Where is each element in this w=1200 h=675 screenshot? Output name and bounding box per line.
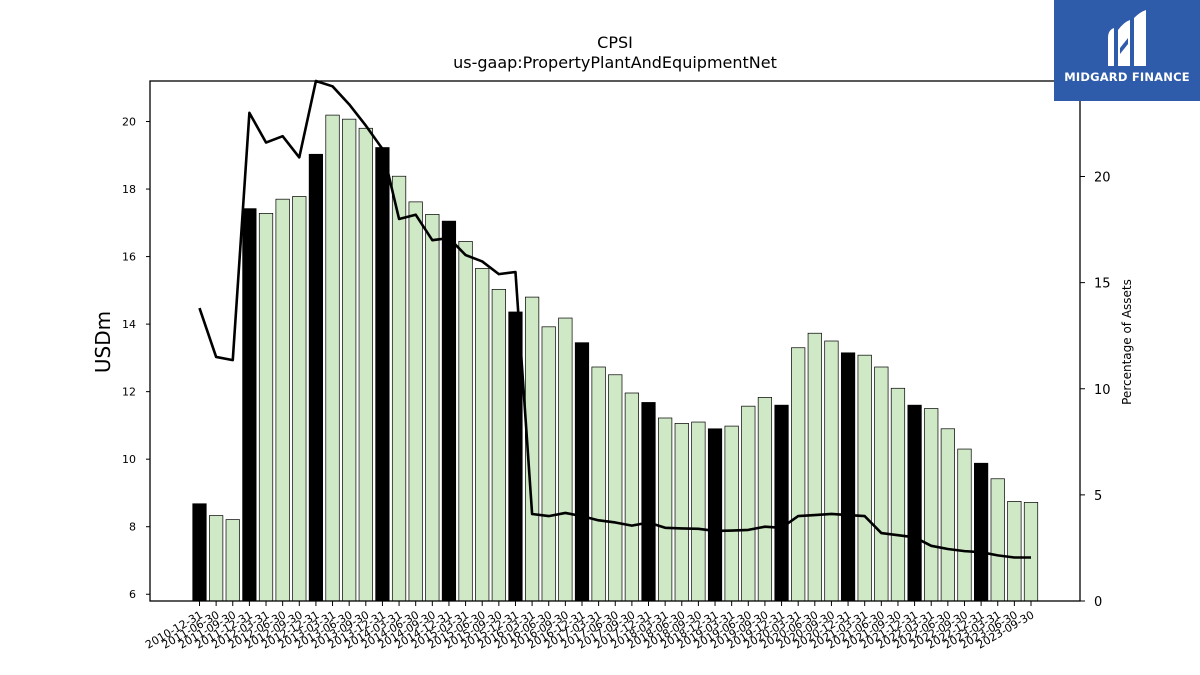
bar-2012-03-31 — [258, 213, 274, 602]
bar-2015-09-30 — [491, 288, 506, 602]
bar-2015-03-31 — [458, 241, 473, 602]
bar-2018-09-30 — [691, 421, 706, 602]
bar-2014-09-30 — [425, 214, 440, 602]
bar-2020-09-30 — [824, 340, 839, 602]
bar-2020-06-30 — [807, 332, 822, 602]
y-axis-right: 0 5 10 15 20 — [1080, 171, 1111, 610]
y2-axis-title: Percentage of Assets — [1120, 279, 1134, 405]
bar-2017-09-30 — [624, 392, 639, 602]
bar-2022-03-31 — [924, 408, 939, 602]
bar-2023-06-30 — [1007, 501, 1022, 602]
bar-2023-03-31 — [990, 478, 1005, 602]
midgard-logo-icon — [1108, 10, 1146, 66]
bar-2021-09-30 — [890, 387, 906, 602]
y2-tick-label: 20 — [1094, 171, 1111, 186]
series-line — [198, 79, 1031, 559]
bar-2016-09-30 — [558, 317, 573, 602]
y-axis-title: USDm — [91, 311, 115, 373]
bars — [192, 114, 1039, 602]
y-tick-label: 16 — [122, 251, 136, 264]
y-tick-label: 20 — [122, 116, 136, 129]
y-tick-label: 18 — [122, 183, 136, 196]
bar-2018-06-30 — [674, 423, 689, 602]
bar-2021-06-30 — [874, 366, 889, 602]
y-tick-label: 10 — [122, 453, 136, 466]
bar-2012-06-30 — [275, 198, 290, 602]
y2-tick-label: 5 — [1094, 489, 1102, 504]
bar-2013-12-31 — [375, 147, 390, 602]
bar-2019-06-30 — [741, 405, 756, 602]
bar-2014-12-31 — [441, 220, 457, 602]
y-axis-left: 6 8 10 12 14 16 18 20 — [122, 116, 150, 601]
bar-2022-09-30 — [957, 448, 972, 602]
bar-2012-09-30 — [292, 196, 307, 602]
y-tick-label: 6 — [129, 588, 136, 601]
bar-2014-03-31 — [391, 175, 407, 602]
y-tick-label: 12 — [122, 386, 136, 399]
bar-2016-06-30 — [541, 326, 556, 602]
bar-2019-09-30 — [757, 397, 773, 602]
bar-2011-09-30 — [225, 519, 240, 602]
line-layer — [198, 79, 1031, 559]
bar-2016-12-31 — [574, 342, 590, 602]
bar-2020-12-31 — [840, 352, 856, 602]
bar-2012-12-31 — [308, 153, 324, 602]
bar-2017-12-31 — [641, 402, 656, 602]
bar-2017-03-31 — [591, 366, 606, 602]
bar-2018-12-31 — [707, 428, 723, 602]
bar-2019-12-31 — [774, 404, 789, 602]
bar-2011-06-30 — [209, 515, 224, 602]
y2-tick-label: 10 — [1094, 383, 1111, 398]
y2-tick-label: 15 — [1094, 277, 1111, 292]
bar-2022-12-31 — [974, 462, 989, 602]
bar-2019-03-31 — [724, 425, 739, 602]
bar-2017-06-30 — [608, 374, 623, 602]
x-axis: 2010-12-312011-06-302011-09-302011-12-31… — [143, 601, 1037, 652]
logo-text: MIDGARD FINANCE — [1064, 70, 1190, 84]
bar-2021-12-31 — [907, 404, 922, 602]
bar-2018-03-31 — [658, 417, 673, 602]
bar-2013-09-30 — [358, 127, 373, 602]
bar-2022-06-30 — [940, 428, 955, 602]
bar-2023-09-30 — [1023, 502, 1039, 602]
chart-subtitle: us-gaap:PropertyPlantAndEquipmentNet — [453, 53, 777, 72]
y-tick-label: 8 — [129, 521, 136, 534]
bar-2021-03-31 — [857, 354, 872, 602]
bar-2011-12-31 — [242, 208, 257, 602]
bar-2010-12-31 — [192, 503, 207, 602]
bar-2015-06-30 — [475, 268, 490, 602]
bar-2020-03-31 — [791, 347, 806, 602]
chart-title: CPSI — [597, 33, 633, 52]
midgard-logo: MIDGARD FINANCE — [1054, 0, 1200, 101]
bar-2013-03-31 — [325, 114, 340, 602]
y2-tick-label: 0 — [1094, 595, 1102, 610]
y-tick-label: 14 — [122, 318, 136, 331]
bar-2013-06-30 — [342, 118, 357, 602]
bar-2014-06-30 — [408, 201, 423, 602]
